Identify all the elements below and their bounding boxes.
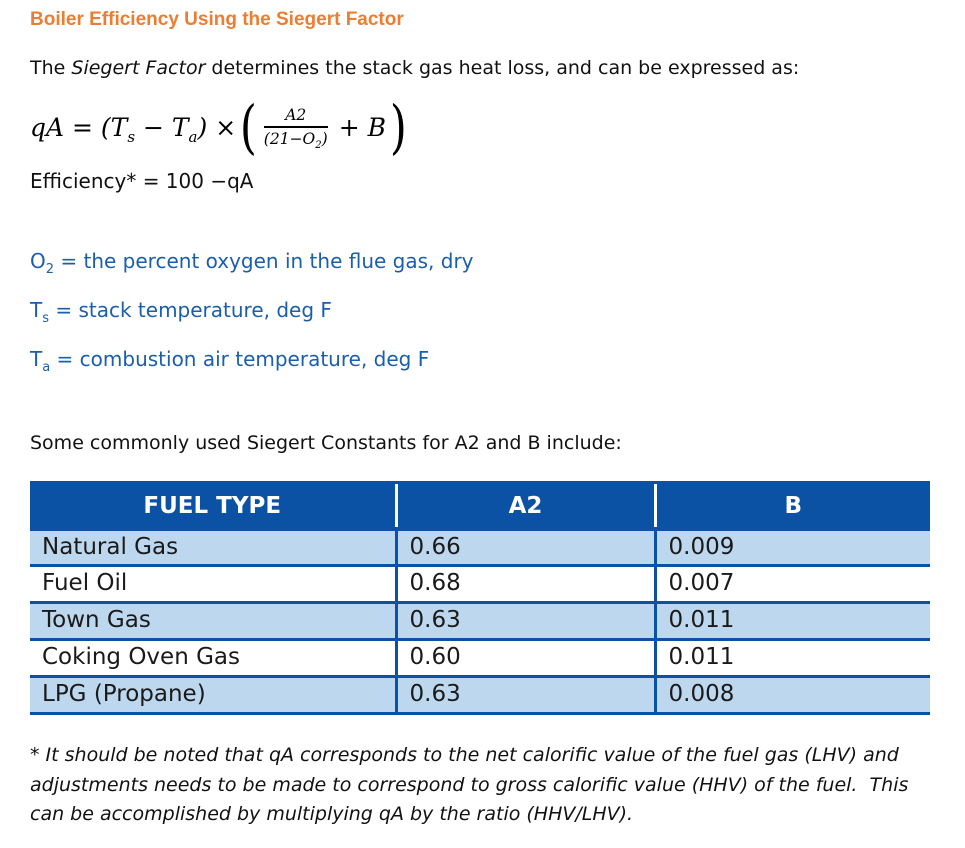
table-cell: 0.011: [653, 602, 930, 642]
table-cell: 0.011: [653, 639, 930, 679]
formula-fraction: A2 (21−O2): [263, 105, 328, 151]
intro-text: The Siegert Factor determines the stack …: [30, 55, 935, 82]
table-cell: 0.007: [653, 565, 930, 605]
intro-pre: The: [30, 56, 72, 79]
table-cell: Natural Gas: [30, 528, 396, 568]
formula-close-paren: ): [389, 93, 407, 162]
header-a2: A2: [394, 481, 655, 531]
variable-definitions: O2 = the percent oxygen in the flue gas,…: [30, 241, 935, 388]
table-cell: 0.68: [394, 565, 655, 605]
formula-sub-s: s: [127, 127, 136, 146]
siegert-constants-table: FUEL TYPE A2 B Natural Gas 0.66 0.009 Fuel …: [30, 481, 930, 716]
table-row: Coking Oven Gas 0.60 0.011: [30, 639, 930, 679]
intro-post: determines the stack gas heat loss, and …: [205, 56, 800, 79]
table-header-row: FUEL TYPE A2 B: [30, 481, 930, 531]
table-intro-text: Some commonly used Siegert Constants for…: [30, 432, 622, 455]
footnote-text: * It should be noted that qA corresponds…: [30, 744, 909, 826]
intro-siegert-factor: Siegert Factor: [71, 56, 206, 79]
table-cell: 0.66: [394, 528, 655, 568]
header-b: B: [653, 481, 930, 531]
formula-lead: qA = (Ts − Ta) ×: [30, 112, 237, 146]
efficiency-equation: Efficiency* = 100 −qA: [30, 169, 254, 194]
table-cell: Town Gas: [30, 602, 396, 642]
table-cell: 0.009: [653, 528, 930, 568]
table-cell: Fuel Oil: [30, 565, 396, 605]
table-row: Natural Gas 0.66 0.009: [30, 528, 930, 568]
formula-open-paren: (: [239, 93, 257, 162]
definition-o2: O2 = the percent oxygen in the flue gas,…: [30, 249, 474, 278]
table-cell: 0.60: [394, 639, 655, 679]
formula-denominator: (21−O2): [263, 129, 328, 151]
formula-plus-b: + B: [338, 112, 386, 142]
table-cell: Coking Oven Gas: [30, 639, 396, 679]
header-fuel-type: FUEL TYPE: [30, 481, 396, 531]
table-row: Town Gas 0.63 0.011: [30, 602, 930, 642]
table-row: LPG (Propane) 0.63 0.008: [30, 676, 930, 716]
fraction-bar: [263, 125, 328, 128]
table-cell: LPG (Propane): [30, 676, 396, 716]
page-title: Boiler Efficiency Using the Siegert Fact…: [30, 9, 404, 30]
table-row: Fuel Oil 0.68 0.007: [30, 565, 930, 605]
formula-numerator: A2: [285, 105, 307, 124]
definition-ts: Ts = stack temperature, deg F: [30, 298, 332, 327]
formula-sub-a: a: [188, 127, 198, 146]
table-cell: 0.63: [394, 602, 655, 642]
table-cell: 0.63: [394, 676, 655, 716]
siegert-formula: qA = (Ts − Ta) × ( A2 (21−O2) + B ): [30, 95, 935, 159]
fuel-table-body: Natural Gas 0.66 0.009 Fuel Oil 0.68 0.007 Tow…: [30, 528, 930, 716]
table-cell: 0.008: [653, 676, 930, 716]
definition-ta: Ta = combustion air temperature, deg F: [30, 347, 430, 376]
